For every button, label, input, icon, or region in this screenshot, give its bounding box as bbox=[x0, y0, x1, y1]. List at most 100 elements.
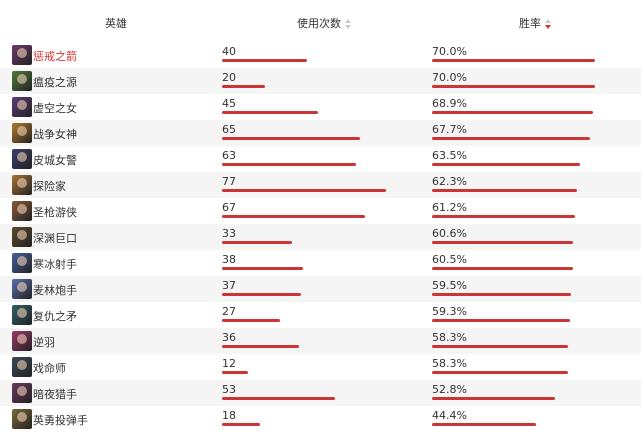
winrate-value: 44.4% bbox=[432, 409, 467, 422]
hero-name[interactable]: 暗夜猎手 bbox=[33, 388, 77, 401]
uses-bar bbox=[222, 111, 318, 114]
hero-avatar[interactable] bbox=[12, 253, 32, 273]
uses-bar bbox=[222, 345, 299, 348]
hero-name[interactable]: 惩戒之箭 bbox=[33, 50, 77, 63]
winrate-value: 59.3% bbox=[432, 305, 467, 318]
uses-value: 40 bbox=[222, 45, 236, 58]
uses-value: 53 bbox=[222, 383, 236, 396]
hero-name[interactable]: 圣枪游侠 bbox=[33, 206, 77, 219]
table-row[interactable]: 惩戒之箭 40 70.0% bbox=[0, 42, 641, 68]
hero-avatar[interactable] bbox=[12, 175, 32, 195]
hero-name[interactable]: 戏命师 bbox=[33, 362, 66, 375]
winrate-value: 60.6% bbox=[432, 227, 467, 240]
table-row[interactable]: 寒冰射手 38 60.5% bbox=[0, 250, 641, 276]
uses-value: 20 bbox=[222, 71, 236, 84]
hero-stats-table: 英雄 使用次数 胜率 惩戒之箭 40 70.0% 瘟疫之源 20 70.0% 虚空之女 45 6… bbox=[0, 0, 641, 432]
sort-desc-icon[interactable] bbox=[545, 18, 552, 30]
winrate-value: 62.3% bbox=[432, 175, 467, 188]
uses-bar bbox=[222, 319, 280, 322]
winrate-value: 60.5% bbox=[432, 253, 467, 266]
hero-avatar[interactable] bbox=[12, 227, 32, 247]
winrate-value: 70.0% bbox=[432, 71, 467, 84]
hero-name[interactable]: 麦林炮手 bbox=[33, 284, 77, 297]
table-row[interactable]: 瘟疫之源 20 70.0% bbox=[0, 68, 641, 94]
uses-value: 33 bbox=[222, 227, 236, 240]
uses-bar bbox=[222, 423, 260, 426]
table-row[interactable]: 戏命师 12 58.3% bbox=[0, 354, 641, 380]
column-header-hero: 英雄 bbox=[105, 17, 127, 30]
hero-avatar[interactable] bbox=[12, 383, 32, 403]
table-header: 英雄 使用次数 胜率 bbox=[0, 0, 641, 42]
table-row[interactable]: 暗夜猎手 53 52.8% bbox=[0, 380, 641, 406]
hero-avatar[interactable] bbox=[12, 279, 32, 299]
hero-name[interactable]: 复仇之矛 bbox=[33, 310, 77, 323]
winrate-value: 63.5% bbox=[432, 149, 467, 162]
uses-bar bbox=[222, 163, 356, 166]
table-row[interactable]: 深渊巨口 33 60.6% bbox=[0, 224, 641, 250]
winrate-bar bbox=[432, 423, 536, 426]
sort-icon[interactable] bbox=[345, 18, 352, 30]
winrate-bar bbox=[432, 345, 568, 348]
uses-bar bbox=[222, 189, 386, 192]
uses-value: 37 bbox=[222, 279, 236, 292]
hero-name[interactable]: 深渊巨口 bbox=[33, 232, 77, 245]
winrate-bar bbox=[432, 111, 593, 114]
hero-avatar[interactable] bbox=[12, 45, 32, 65]
hero-name[interactable]: 瘟疫之源 bbox=[33, 76, 77, 89]
hero-name[interactable]: 寒冰射手 bbox=[33, 258, 77, 271]
winrate-value: 59.5% bbox=[432, 279, 467, 292]
uses-bar bbox=[222, 397, 335, 400]
winrate-value: 52.8% bbox=[432, 383, 467, 396]
uses-bar bbox=[222, 241, 292, 244]
hero-avatar[interactable] bbox=[12, 305, 32, 325]
column-header-uses[interactable]: 使用次数 bbox=[297, 15, 352, 31]
table-row[interactable]: 皮城女警 63 63.5% bbox=[0, 146, 641, 172]
uses-value: 45 bbox=[222, 97, 236, 110]
winrate-bar bbox=[432, 319, 570, 322]
column-header-winrate[interactable]: 胜率 bbox=[519, 15, 552, 31]
table-row[interactable]: 英勇投弹手 18 44.4% bbox=[0, 406, 641, 432]
hero-avatar[interactable] bbox=[12, 71, 32, 91]
table-row[interactable]: 虚空之女 45 68.9% bbox=[0, 94, 641, 120]
winrate-bar bbox=[432, 241, 573, 244]
table-row[interactable]: 战争女神 65 67.7% bbox=[0, 120, 641, 146]
uses-value: 67 bbox=[222, 201, 236, 214]
winrate-bar bbox=[432, 215, 575, 218]
winrate-value: 58.3% bbox=[432, 331, 467, 344]
winrate-bar bbox=[432, 267, 573, 270]
winrate-bar bbox=[432, 371, 568, 374]
hero-name[interactable]: 逆羽 bbox=[33, 336, 55, 349]
table-body: 惩戒之箭 40 70.0% 瘟疫之源 20 70.0% 虚空之女 45 68.9% 战争女神 65 6… bbox=[0, 42, 641, 432]
winrate-bar bbox=[432, 85, 595, 88]
table-row[interactable]: 麦林炮手 37 59.5% bbox=[0, 276, 641, 302]
table-row[interactable]: 逆羽 36 58.3% bbox=[0, 328, 641, 354]
uses-value: 18 bbox=[222, 409, 236, 422]
winrate-bar bbox=[432, 137, 590, 140]
hero-name[interactable]: 英勇投弹手 bbox=[33, 414, 88, 427]
table-row[interactable]: 复仇之矛 27 59.3% bbox=[0, 302, 641, 328]
hero-name[interactable]: 虚空之女 bbox=[33, 102, 77, 115]
table-row[interactable]: 圣枪游侠 67 61.2% bbox=[0, 198, 641, 224]
winrate-value: 67.7% bbox=[432, 123, 467, 136]
winrate-value: 58.3% bbox=[432, 357, 467, 370]
uses-value: 65 bbox=[222, 123, 236, 136]
hero-avatar[interactable] bbox=[12, 357, 32, 377]
uses-bar bbox=[222, 267, 303, 270]
hero-name[interactable]: 战争女神 bbox=[33, 128, 77, 141]
hero-avatar[interactable] bbox=[12, 123, 32, 143]
hero-avatar[interactable] bbox=[12, 201, 32, 221]
hero-name[interactable]: 探险家 bbox=[33, 180, 66, 193]
winrate-bar bbox=[432, 397, 555, 400]
hero-avatar[interactable] bbox=[12, 97, 32, 117]
hero-avatar[interactable] bbox=[12, 149, 32, 169]
uses-bar bbox=[222, 137, 360, 140]
hero-avatar[interactable] bbox=[12, 409, 32, 429]
winrate-value: 70.0% bbox=[432, 45, 467, 58]
winrate-bar bbox=[432, 189, 577, 192]
uses-value: 63 bbox=[222, 149, 236, 162]
uses-value: 36 bbox=[222, 331, 236, 344]
table-row[interactable]: 探险家 77 62.3% bbox=[0, 172, 641, 198]
hero-name[interactable]: 皮城女警 bbox=[33, 154, 77, 167]
winrate-bar bbox=[432, 163, 580, 166]
hero-avatar[interactable] bbox=[12, 331, 32, 351]
